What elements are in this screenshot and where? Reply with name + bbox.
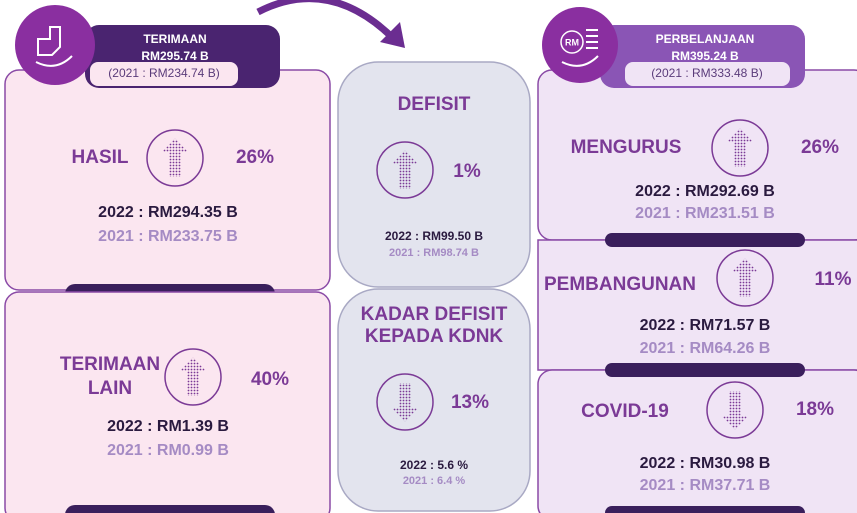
- tab: [605, 233, 805, 247]
- header-icon: [542, 7, 618, 83]
- previous: 2021 : RM64.26 B: [640, 340, 771, 357]
- header-sub: [90, 62, 238, 86]
- icon-glyph: [561, 29, 599, 67]
- change: 26%: [801, 137, 839, 158]
- label: COVID-19: [581, 401, 669, 422]
- card: [4, 291, 331, 513]
- header-title: PERBELANJAAN: [656, 32, 755, 46]
- current: 2022 : RM71.57 B: [640, 317, 771, 334]
- current: 2022 : RM99.50 B: [385, 229, 483, 243]
- header-previous: (2021 : RM234.74 B): [108, 66, 219, 80]
- card: [337, 61, 531, 288]
- previous: 2021 : RM98.74 B: [389, 247, 479, 259]
- current: 2022 : RM30.98 B: [640, 455, 771, 472]
- card: [4, 69, 331, 291]
- label: KEPADA KDNK: [365, 326, 504, 347]
- previous: 2021 : 6.4 %: [403, 475, 466, 487]
- change: 18%: [796, 399, 834, 420]
- current: 2022 : 5.6 %: [400, 458, 468, 472]
- icon-glyph: [560, 30, 584, 54]
- current: 2022 : RM294.35 B: [98, 204, 238, 221]
- tab: [605, 506, 805, 513]
- flow-arrow: [256, 0, 398, 43]
- header-total: RM295.74 B: [141, 49, 209, 63]
- change: 11%: [815, 269, 852, 290]
- label: DEFISIT: [398, 94, 471, 115]
- header-title: TERIMAAN: [143, 32, 206, 46]
- change: 13%: [451, 392, 489, 413]
- change: 40%: [251, 369, 289, 390]
- previous: 2021 : RM0.99 B: [107, 442, 229, 459]
- previous: 2021 : RM233.75 B: [98, 228, 238, 245]
- icon-glyph: [35, 26, 73, 67]
- current: 2022 : RM292.69 B: [635, 183, 775, 200]
- header-sub: [625, 62, 790, 86]
- label: KADAR DEFISIT: [361, 304, 508, 325]
- header-icon: [15, 5, 95, 85]
- label: TERIMAAN: [60, 354, 160, 375]
- change: 1%: [453, 161, 481, 182]
- label: HASIL: [72, 147, 129, 168]
- label: MENGURUS: [571, 137, 682, 158]
- icon-text: RM: [565, 37, 579, 47]
- tab: [65, 505, 275, 513]
- current: 2022 : RM1.39 B: [107, 418, 229, 435]
- header-total: RM395.24 B: [671, 49, 739, 63]
- previous: 2021 : RM37.71 B: [640, 477, 771, 494]
- tab: [605, 363, 805, 377]
- flow-arrow-head: [380, 22, 405, 48]
- card: [337, 288, 531, 512]
- label: PEMBANGUNAN: [544, 274, 696, 295]
- previous: 2021 : RM231.51 B: [635, 205, 775, 222]
- change: 26%: [236, 147, 274, 168]
- header-previous: (2021 : RM333.48 B): [651, 66, 762, 80]
- label: LAIN: [88, 378, 132, 399]
